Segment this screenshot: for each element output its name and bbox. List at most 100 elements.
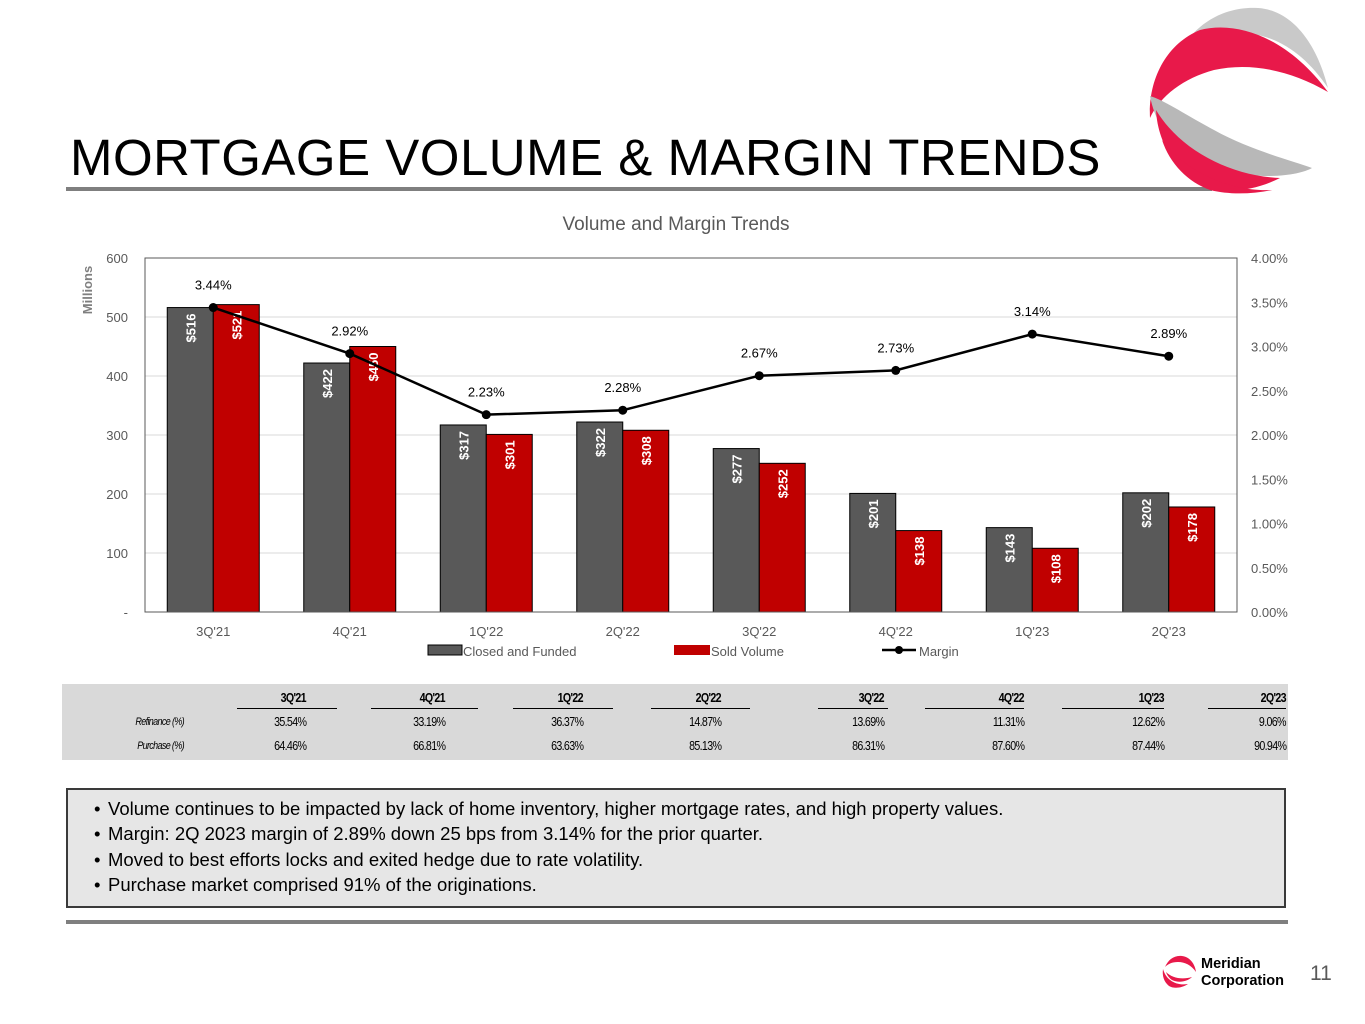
footer-divider [66,920,1288,924]
closed-funded-bar [712,448,760,613]
margin-data-label: 2.73% [877,340,914,355]
margin-point [1164,351,1174,361]
y-tick-label: 500 [106,310,128,325]
header-underline [651,708,750,709]
table-column-header: 1Q'22 [557,690,584,705]
closed-funded-bar [576,421,624,613]
y-axis-ticks: - 100 200 300 400 500 600 [106,251,128,620]
x-tick-label: 3Q'22 [742,624,776,639]
y2-tick-label: 2.00% [1251,428,1288,443]
x-tick-label: 1Q'22 [469,624,503,639]
margin-point [618,405,628,415]
bar-data-label: $317 [456,431,471,460]
table-cell: 66.81% [412,738,446,753]
table-column-header: 3Q'21 [280,690,307,705]
margin-point [1027,329,1037,339]
table-cell: 14.87% [688,714,722,729]
table-cell: 87.44% [1131,738,1165,753]
sold-volume-bar [1031,547,1079,613]
y2-tick-label: 0.50% [1251,561,1288,576]
table-row-label: Purchase (%) [137,740,184,752]
margin-line [212,306,1169,416]
x-tick-label: 3Q'21 [196,624,230,639]
legend-margin-marker [895,646,903,654]
y2-tick-label: 1.00% [1251,517,1288,532]
sold-volume-bar [758,462,806,613]
sold-volume-bar [622,429,670,613]
closed-funded-bar [1122,492,1170,613]
title-divider [66,187,1212,191]
y-tick-label: 400 [106,369,128,384]
table-cell: 85.13% [688,738,722,753]
header-underline [925,708,1024,709]
table-cell: 33.19% [412,714,446,729]
y2-tick-label: 3.00% [1251,340,1288,355]
y-tick-label: 100 [106,546,128,561]
note-item: Moved to best efforts locks and exited h… [94,847,1284,873]
page-number: 11 [1310,962,1332,985]
commentary-box: Volume continues to be impacted by lack … [66,788,1286,908]
margin-data-label: 2.92% [331,324,368,339]
note-item: Purchase market comprised 91% of the ori… [94,872,1284,898]
table-cell: 9.06% [1259,714,1287,729]
bar-data-label: $138 [912,537,927,566]
margin-data-label: 2.23% [468,385,505,400]
table-column-header: 4Q'22 [998,690,1025,705]
closed-funded-bar [166,307,214,613]
bar-series: $516 $521$422$450$317 $301 $322 $308$277$252… [166,304,1216,613]
header-underline [237,708,337,709]
company-logo-icon [1162,955,1196,988]
brand-line-2: Corporation [1201,973,1284,989]
note-item: Margin: 2Q 2023 margin of 2.89% down 25 … [94,821,1284,847]
brand-line-1: Meridian [1201,956,1261,972]
table-column-header: 2Q'23 [1260,690,1287,705]
margin-data-label: 2.28% [604,380,641,395]
y2-tick-label: 4.00% [1251,251,1288,266]
table-cell: 12.62% [1131,714,1165,729]
margin-data-label: 3.44% [195,278,232,293]
bar-data-label: $143 [1002,534,1017,563]
bar-data-label: $516 [183,314,198,343]
x-tick-label: 4Q'22 [879,624,913,639]
margin-point [345,349,355,359]
table-cell: 36.37% [550,714,584,729]
sold-volume-bar [485,433,533,613]
chart-legend: Closed and Funded Sold Volume Margin [427,644,959,659]
note-item: Volume continues to be impacted by lack … [94,796,1284,822]
bar-data-label: $301 [502,440,517,469]
table-cell: 13.69% [851,714,885,729]
bar-data-label: $252 [775,469,790,498]
bar-data-label: $202 [1139,499,1154,528]
bar-data-label: $322 [593,428,608,457]
x-tick-label: 1Q'23 [1015,624,1049,639]
margin-point [481,410,491,420]
table-cell: 87.60% [991,738,1025,753]
header-underline [1208,708,1286,709]
header-underline [1062,708,1164,709]
sold-volume-bar [349,346,397,613]
bar-data-label: $422 [320,369,335,398]
margin-point [754,371,764,381]
margin-data-label: 3.14% [1014,304,1051,319]
table-column-header: 4Q'21 [419,690,446,705]
y-axis-title: Millions [80,266,95,314]
x-tick-label: 4Q'21 [333,624,367,639]
y2-tick-label: 0.00% [1251,605,1288,620]
page-title: MORTGAGE VOLUME & MARGIN TRENDS [70,129,1101,186]
table-column-header: 2Q'22 [695,690,722,705]
bar-data-label: $201 [866,499,881,528]
y2-axis-ticks: 0.00% 0.50% 1.00% 1.50% 2.00% 2.50% 3.00% 3.50%… [1251,251,1288,620]
table-cell: 86.31% [851,738,885,753]
margin-line-series: 3.44% 2.92% 2.23% 2.28% 2.67% 2.73% 3.14% 2.89% [195,278,1188,420]
bar-data-label: $277 [729,455,744,484]
margin-data-label: 2.67% [741,346,778,361]
table-column-header: 3Q'22 [858,690,885,705]
header-underline [371,708,478,709]
bar-data-label: $108 [1048,554,1063,583]
margin-point [208,303,218,313]
table-cell: 35.54% [273,714,307,729]
y2-tick-label: 3.50% [1251,295,1288,310]
y-tick-label: 200 [106,487,128,502]
table-cell: 11.31% [992,714,1025,729]
header-underline [513,708,613,709]
